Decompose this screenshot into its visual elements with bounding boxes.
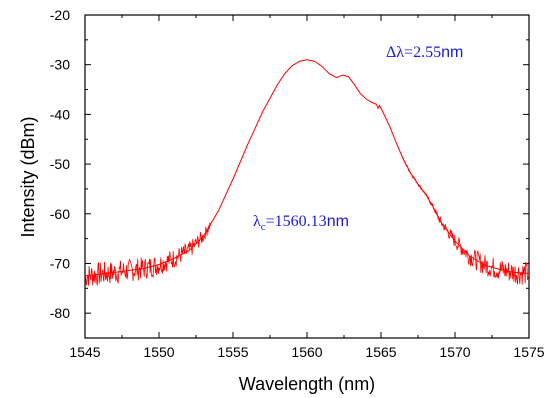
plot-frame: [84, 14, 530, 339]
x-tick-labels: 1545 1550 1555 1560 1565 1570 1575: [69, 344, 544, 360]
x-axis-title: Wavelength (nm): [239, 374, 375, 394]
x-tick-label: 1560: [291, 344, 322, 360]
y-tick-label: -30: [50, 57, 70, 73]
axis-ticks: [84, 14, 530, 339]
center-wavelength-unit: nm: [327, 213, 349, 230]
y-tick-label: -70: [50, 255, 70, 271]
x-tick-label: 1545: [69, 344, 100, 360]
bandwidth-unit: nm: [441, 44, 463, 61]
x-tick-label: 1565: [365, 344, 396, 360]
y-tick-label: -40: [50, 106, 70, 122]
bandwidth-value: Δλ=2.55: [386, 44, 441, 61]
y-tick-label: -60: [50, 206, 70, 222]
y-axis-title: Intensity (dBm): [18, 116, 38, 237]
spectrum-noise-floor: [84, 157, 530, 286]
y-tick-label: -50: [50, 156, 70, 172]
y-tick-labels: -20 -30 -40 -50 -60 -70 -80: [50, 7, 70, 321]
x-tick-label: 1575: [513, 344, 544, 360]
x-tick-label: 1555: [217, 344, 248, 360]
center-wavelength-subscript: c: [261, 221, 266, 233]
y-tick-label: -80: [50, 305, 70, 321]
center-wavelength-value: =1560.13: [266, 213, 327, 230]
spectrum-series-line: [84, 59, 530, 277]
bandwidth-annotation: Δλ=2.55nm: [386, 44, 463, 61]
center-wavelength-annotation: λc=1560.13nm: [253, 213, 349, 233]
center-wavelength-symbol: λ: [253, 213, 261, 230]
y-tick-label: -20: [50, 7, 70, 23]
x-tick-label: 1550: [143, 344, 174, 360]
x-tick-label: 1570: [439, 344, 470, 360]
